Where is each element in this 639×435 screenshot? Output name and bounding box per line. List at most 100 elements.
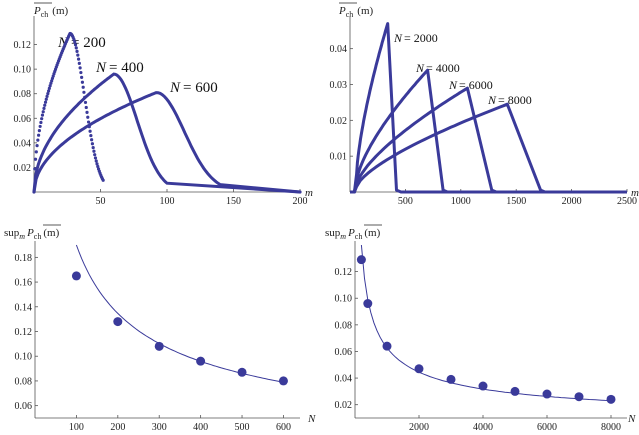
y-tick-label: 0.06: [335, 347, 353, 358]
data-point: [47, 89, 51, 93]
data-point: [446, 374, 456, 384]
data-point: [44, 97, 48, 101]
data-point: [92, 149, 96, 153]
data-point: [88, 129, 92, 133]
x-tick-label: 2000: [562, 196, 582, 207]
x-tick-label: 500: [398, 196, 413, 207]
y-tick-label: 0.10: [15, 352, 33, 363]
chart-panel-bottom-right: supm Pch (m) N 2000 4000 6000 8000 0.02 0.04 0.0…: [325, 224, 636, 433]
ylabel-suffix: (m): [357, 5, 373, 17]
x-tick-label: 200: [293, 196, 308, 207]
data-point: [40, 117, 44, 121]
y-tick-label: 0.12: [14, 40, 32, 51]
y-axis-label: supm Pch (m): [325, 227, 381, 241]
y-tick-label: 0.10: [14, 65, 32, 76]
annotations: N = 200 N = 400 N = 600: [57, 35, 218, 96]
annotation-value: = 2000: [404, 31, 438, 45]
data-point: [93, 153, 97, 157]
ylabel-suffix: (m): [364, 227, 380, 239]
data-point: [196, 356, 206, 366]
ylabel-prefix-sub: m: [340, 232, 346, 241]
y-tick-label: 0.06: [14, 114, 32, 125]
data-point: [94, 159, 98, 163]
y-tick-label: 0.10: [335, 294, 353, 305]
chart-panel-top-left: Pch (m) m N = 200 N = 400 N = 600 50 100 150 20…: [14, 2, 313, 207]
data-point: [89, 133, 93, 138]
y-tick-label: 0.02: [14, 163, 32, 174]
x-tick-label: 2500: [617, 196, 637, 207]
x-tick-label: 2000: [409, 422, 429, 433]
ylabel-sub: ch: [346, 10, 354, 19]
svg-text:Pch(m): Pch (m): [338, 5, 374, 19]
data-point: [43, 103, 47, 107]
data-point: [34, 150, 38, 154]
x-tick-label: 8000: [601, 422, 621, 433]
data-point: [80, 75, 84, 79]
data-point: [154, 341, 164, 351]
data-point: [79, 70, 83, 75]
ylabel-suffix: (m): [52, 5, 68, 17]
chart-panel-bottom-left: supm Pch (m) N 100 200 300 400 500 600 0.06 0.08 0…: [4, 224, 316, 433]
x-axis-label: m: [631, 187, 639, 199]
ylabel-main: P: [347, 227, 355, 239]
data-point: [33, 157, 38, 161]
data-point: [83, 100, 88, 105]
ylabel-suffix: (m): [43, 227, 59, 239]
data-point: [41, 110, 45, 114]
data-point: [37, 129, 41, 133]
ylabel-prefix-sub: m: [19, 232, 25, 241]
data-point: [35, 144, 39, 148]
ylabel-prefix: sup: [325, 227, 341, 239]
data-point: [73, 43, 78, 47]
x-tick-label: 100: [160, 196, 175, 207]
y-axis-label: Pch (m): [338, 2, 374, 19]
x-tick-label: 1500: [506, 196, 526, 207]
y-tick-label: 0.04: [330, 44, 348, 55]
data-point: [75, 49, 79, 53]
x-tick-label: 400: [193, 422, 208, 433]
annotation-value: = 400: [109, 60, 144, 76]
x-tick-label: 4000: [473, 422, 493, 433]
annotation-n: N: [393, 31, 403, 45]
data-point: [86, 120, 91, 124]
x-axis-label: N: [307, 413, 316, 425]
x-tick-label: 600: [276, 422, 291, 433]
y-tick-label: 0.04: [14, 138, 32, 149]
y-tick-label: 0.02: [335, 400, 353, 411]
data-point: [86, 115, 90, 119]
data-point: [93, 156, 98, 160]
data-point: [96, 164, 100, 169]
y-tick-label: 0.14: [15, 302, 33, 313]
annotation-value: = 200: [71, 35, 106, 51]
data-point: [71, 271, 81, 281]
data-point: [37, 133, 41, 137]
ylabel-main: P: [33, 5, 41, 17]
ylabel-main: P: [338, 5, 346, 17]
annotation-n: N: [448, 78, 458, 92]
annotation-value: = 600: [183, 80, 218, 96]
y-tick-label: 0.01: [330, 152, 348, 163]
data-point: [39, 120, 43, 125]
x-tick-label: 50: [96, 196, 106, 207]
annotation: N = 6000: [448, 78, 493, 92]
ylabel-sub: ch: [34, 232, 42, 241]
data-point: [90, 138, 94, 142]
annotation-n: N: [95, 60, 107, 76]
data-point: [237, 367, 247, 377]
ylabel-prefix: sup: [4, 227, 20, 239]
ylabel-sub: ch: [41, 10, 49, 19]
x-tick-label: 100: [69, 422, 84, 433]
data-point: [91, 145, 95, 150]
ylabel-main: P: [26, 227, 34, 239]
data-point: [38, 124, 42, 129]
y-tick-label: 0.12: [15, 327, 33, 338]
data-point: [478, 381, 488, 391]
data-point: [363, 299, 373, 309]
data-point: [47, 86, 51, 90]
y-axis-label: Pch (m): [33, 2, 69, 19]
y-tick-label: 0.02: [330, 116, 348, 127]
x-tick-label: 1000: [451, 196, 471, 207]
y-tick-label: 0.03: [330, 80, 348, 91]
data-point: [113, 317, 123, 327]
x-tick-label: 200: [110, 422, 125, 433]
